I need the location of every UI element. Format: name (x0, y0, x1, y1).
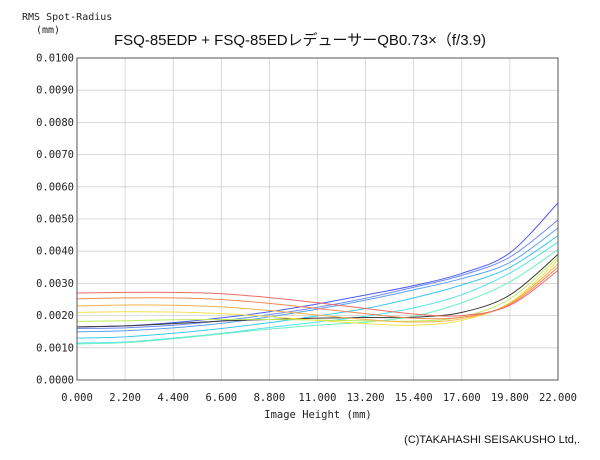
series-line-7 (76, 254, 559, 328)
series-line-10 (76, 263, 559, 323)
x-tick-label: 22.000 (539, 392, 577, 404)
x-tick-label: 13.200 (347, 392, 385, 404)
series-line-6 (76, 249, 559, 345)
y-tick-labels: 0.0000 0.0010 0.0020 0.0030 0.0040 0.0050 0.00… (36, 53, 74, 387)
series-line-4 (76, 235, 559, 339)
series-line-3 (76, 227, 559, 333)
grid-lines (76, 57, 559, 381)
x-tick-label: 15.400 (395, 392, 433, 404)
y-tick-label: 0.0050 (36, 214, 74, 226)
y-tick-label: 0.0040 (36, 246, 74, 258)
y-tick-label: 0.0020 (36, 310, 74, 322)
x-tick-labels: 0.000 2.200 4.400 6.600 8.800 11.000 13.200 15.… (61, 392, 577, 404)
series-line-5 (76, 241, 559, 344)
y-axis-label-line1: RMS Spot-Radius (22, 12, 112, 23)
copyright-credit: (C)TAKAHASHI SEISAKUSHO Ltd,. (404, 434, 580, 446)
x-tick-label: 17.600 (443, 392, 481, 404)
y-tick-label: 0.0070 (36, 149, 74, 161)
x-tick-label: 8.800 (254, 392, 286, 404)
y-tick-label: 0.0030 (36, 278, 74, 290)
series-line-1 (76, 202, 559, 328)
y-tick-label: 0.0010 (36, 342, 74, 354)
x-tick-label: 6.600 (205, 392, 237, 404)
series-line-2 (76, 219, 559, 329)
chart-title: FSQ-85EDP + FSQ-85EDレデューサーQB0.73×（f/3.9) (114, 31, 486, 49)
series-line-12 (76, 270, 559, 317)
y-tick-label: 0.0080 (36, 117, 74, 129)
x-tick-label: 4.400 (157, 392, 189, 404)
x-tick-label: 11.000 (299, 392, 337, 404)
x-tick-label: 19.800 (491, 392, 529, 404)
y-axis-label-line2: (mm) (36, 25, 60, 36)
series-line-11 (76, 266, 559, 320)
y-tick-label: 0.0000 (36, 375, 74, 387)
x-tick-label: 2.200 (109, 392, 141, 404)
x-axis-label: Image Height (mm) (264, 409, 371, 421)
x-tick-label: 0.000 (61, 392, 93, 404)
series-lines (76, 202, 559, 345)
y-tick-label: 0.0090 (36, 85, 74, 97)
series-line-9 (76, 259, 559, 326)
plot-frame (76, 57, 559, 381)
y-tick-label: 0.0100 (36, 53, 74, 65)
y-tick-label: 0.0060 (36, 181, 74, 193)
